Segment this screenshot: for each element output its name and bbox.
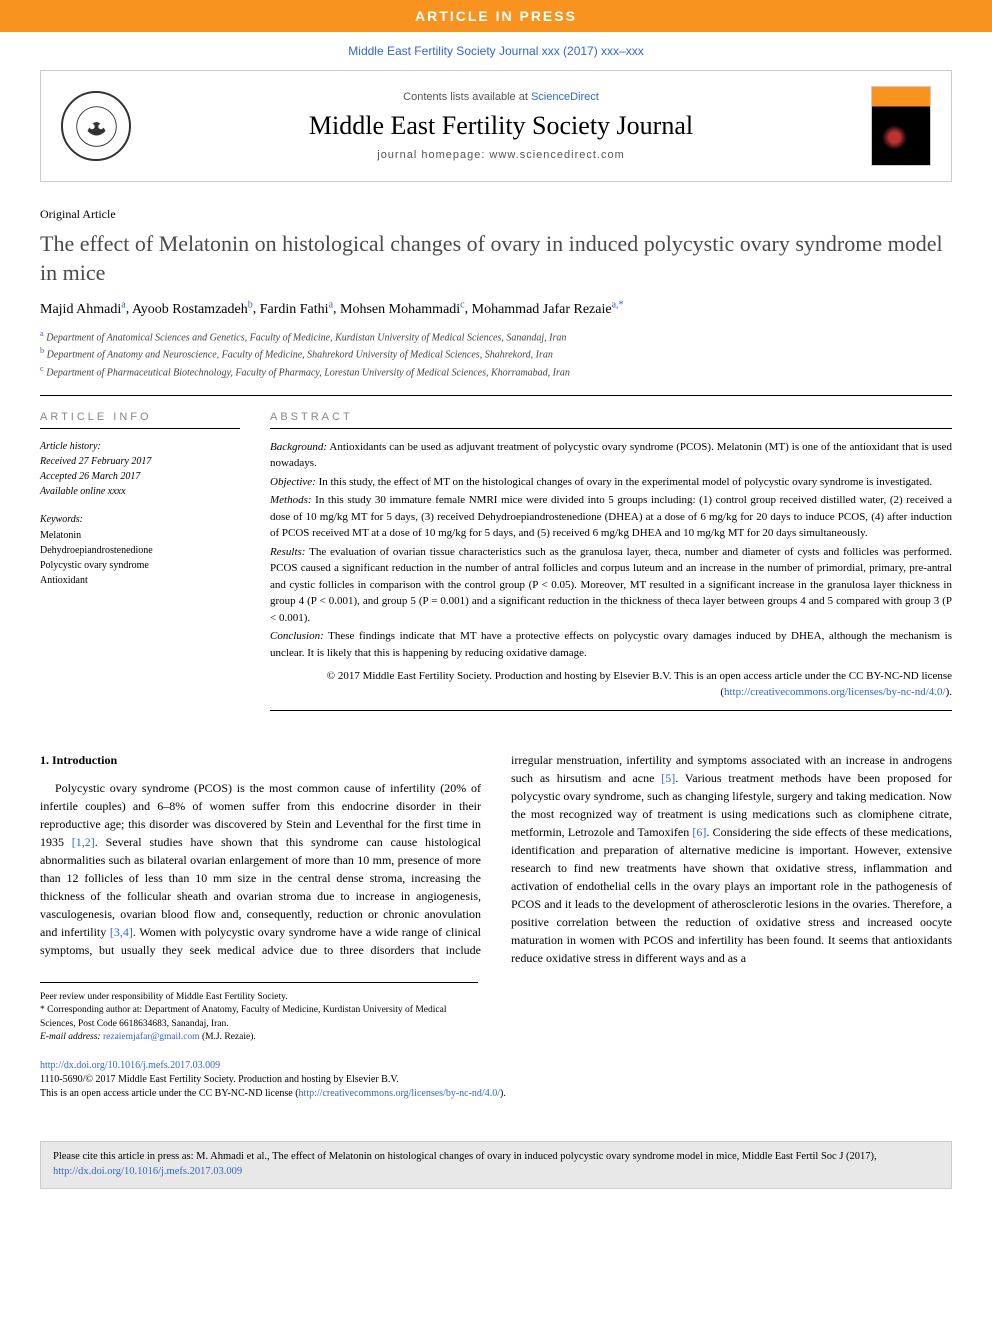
ref-link[interactable]: [6] xyxy=(692,825,706,839)
email-link[interactable]: rezaiemjafar@gmail.com xyxy=(103,1032,200,1042)
info-abstract-row: ARTICLE INFO Article history: Received 2… xyxy=(40,411,952,721)
email-label: E-mail address: xyxy=(40,1032,103,1042)
ref-link[interactable]: [1,2] xyxy=(72,835,95,849)
bg-text: Antioxidants can be used as adjuvant tre… xyxy=(270,441,952,470)
corresponding-author: * Corresponding author at: Department of… xyxy=(40,1004,478,1031)
license-link[interactable]: http://creativecommons.org/licenses/by-n… xyxy=(724,686,946,698)
journal-name: Middle East Fertility Society Journal xyxy=(151,111,851,141)
obj-label: Objective: xyxy=(270,476,316,488)
keyword: Dehydroepiandrostenedione xyxy=(40,543,240,558)
affiliation: c Department of Pharmaceutical Biotechno… xyxy=(40,363,952,380)
sciencedirect-link[interactable]: ScienceDirect xyxy=(531,91,599,103)
intro-heading: 1. Introduction xyxy=(40,751,481,769)
abstract-body: Background: Antioxidants can be used as … xyxy=(270,439,952,700)
author: Ayoob Rostamzadehb xyxy=(132,302,253,317)
online-date: Available online xxxx xyxy=(40,484,240,499)
corr-label: * Corresponding author at: xyxy=(40,1005,144,1015)
ref-link[interactable]: [3,4] xyxy=(110,925,133,939)
contents-prefix: Contents lists available at xyxy=(403,91,531,103)
keyword: Antioxidant xyxy=(40,573,240,588)
divider xyxy=(270,710,952,711)
abstract-heading: ABSTRACT xyxy=(270,411,952,429)
footnotes: Peer review under responsibility of Midd… xyxy=(40,982,478,1044)
license-end: ). xyxy=(500,1088,506,1099)
doi-link[interactable]: http://dx.doi.org/10.1016/j.mefs.2017.03… xyxy=(40,1060,220,1071)
body-text: . Several studies have shown that this s… xyxy=(40,835,481,939)
history-label: Article history: xyxy=(40,439,240,454)
journal-reference: Middle East Fertility Society Journal xx… xyxy=(0,32,992,70)
introduction-section: 1. Introduction Polycystic ovary syndrom… xyxy=(40,751,952,967)
copyright-end: ). xyxy=(946,686,952,698)
authors-list: Majid Ahmadia, Ayoob Rostamzadehb, Fardi… xyxy=(40,299,952,318)
keywords-label: Keywords: xyxy=(40,514,240,525)
meth-text: In this study 30 immature female NMRI mi… xyxy=(270,494,952,539)
article-content: Original Article The effect of Melatonin… xyxy=(0,182,992,1126)
res-text: The evaluation of ovarian tissue charact… xyxy=(270,546,952,624)
author: Fardin Fathia xyxy=(260,302,333,317)
bg-label: Background: xyxy=(270,441,327,453)
citation-box: Please cite this article in press as: M.… xyxy=(40,1141,952,1188)
affiliation: a Department of Anatomical Sciences and … xyxy=(40,328,952,345)
cite-doi-link[interactable]: http://dx.doi.org/10.1016/j.mefs.2017.03… xyxy=(53,1166,242,1177)
article-info-column: ARTICLE INFO Article history: Received 2… xyxy=(40,411,240,721)
res-label: Results: xyxy=(270,546,305,558)
affiliation: b Department of Anatomy and Neuroscience… xyxy=(40,345,952,362)
keyword: Polycystic ovary syndrome xyxy=(40,558,240,573)
meth-label: Methods: xyxy=(270,494,312,506)
email-suffix: (M.J. Rezaie). xyxy=(200,1032,256,1042)
article-in-press-banner: ARTICLE IN PRESS xyxy=(0,0,992,32)
keywords-list: MelatoninDehydroepiandrostenedionePolycy… xyxy=(40,528,240,588)
cite-text: Please cite this article in press as: M.… xyxy=(53,1151,877,1162)
journal-cover-icon xyxy=(871,86,931,166)
peer-review-note: Peer review under responsibility of Midd… xyxy=(40,991,478,1004)
license-text: This is an open access article under the… xyxy=(40,1088,299,1099)
article-info-heading: ARTICLE INFO xyxy=(40,411,240,429)
author: Majid Ahmadia xyxy=(40,302,126,317)
abstract-column: ABSTRACT Background: Antioxidants can be… xyxy=(270,411,952,721)
divider xyxy=(40,395,952,396)
intro-paragraph: Polycystic ovary syndrome (PCOS) is the … xyxy=(40,751,952,967)
article-type: Original Article xyxy=(40,207,952,222)
email-line: E-mail address: rezaiemjafar@gmail.com (… xyxy=(40,1031,478,1044)
received-date: Received 27 February 2017 xyxy=(40,454,240,469)
body-text: . Considering the side effects of these … xyxy=(511,825,952,965)
article-title: The effect of Melatonin on histological … xyxy=(40,230,952,287)
issn-line: 1110-5690/© 2017 Middle East Fertility S… xyxy=(40,1074,399,1085)
conc-label: Conclusion: xyxy=(270,630,324,642)
obj-text: In this study, the effect of MT on the h… xyxy=(319,476,933,488)
doi-block: http://dx.doi.org/10.1016/j.mefs.2017.03… xyxy=(40,1059,952,1101)
copyright-line: © 2017 Middle East Fertility Society. Pr… xyxy=(270,669,952,700)
conc-text: These findings indicate that MT have a p… xyxy=(270,630,952,659)
header-center: Contents lists available at ScienceDirec… xyxy=(151,91,851,161)
license-link[interactable]: http://creativecommons.org/licenses/by-n… xyxy=(299,1088,500,1099)
journal-homepage: journal homepage: www.sciencedirect.com xyxy=(151,149,851,161)
journal-header: Contents lists available at ScienceDirec… xyxy=(40,70,952,182)
ref-link[interactable]: [5] xyxy=(661,771,675,785)
keyword: Melatonin xyxy=(40,528,240,543)
author: Mohsen Mohammadic xyxy=(340,302,465,317)
article-history: Article history: Received 27 February 20… xyxy=(40,439,240,499)
author: Mohammad Jafar Rezaiea,* xyxy=(472,302,624,317)
accepted-date: Accepted 26 March 2017 xyxy=(40,469,240,484)
society-logo-icon xyxy=(61,91,131,161)
affiliations-list: a Department of Anatomical Sciences and … xyxy=(40,328,952,380)
contents-list-line: Contents lists available at ScienceDirec… xyxy=(151,91,851,103)
